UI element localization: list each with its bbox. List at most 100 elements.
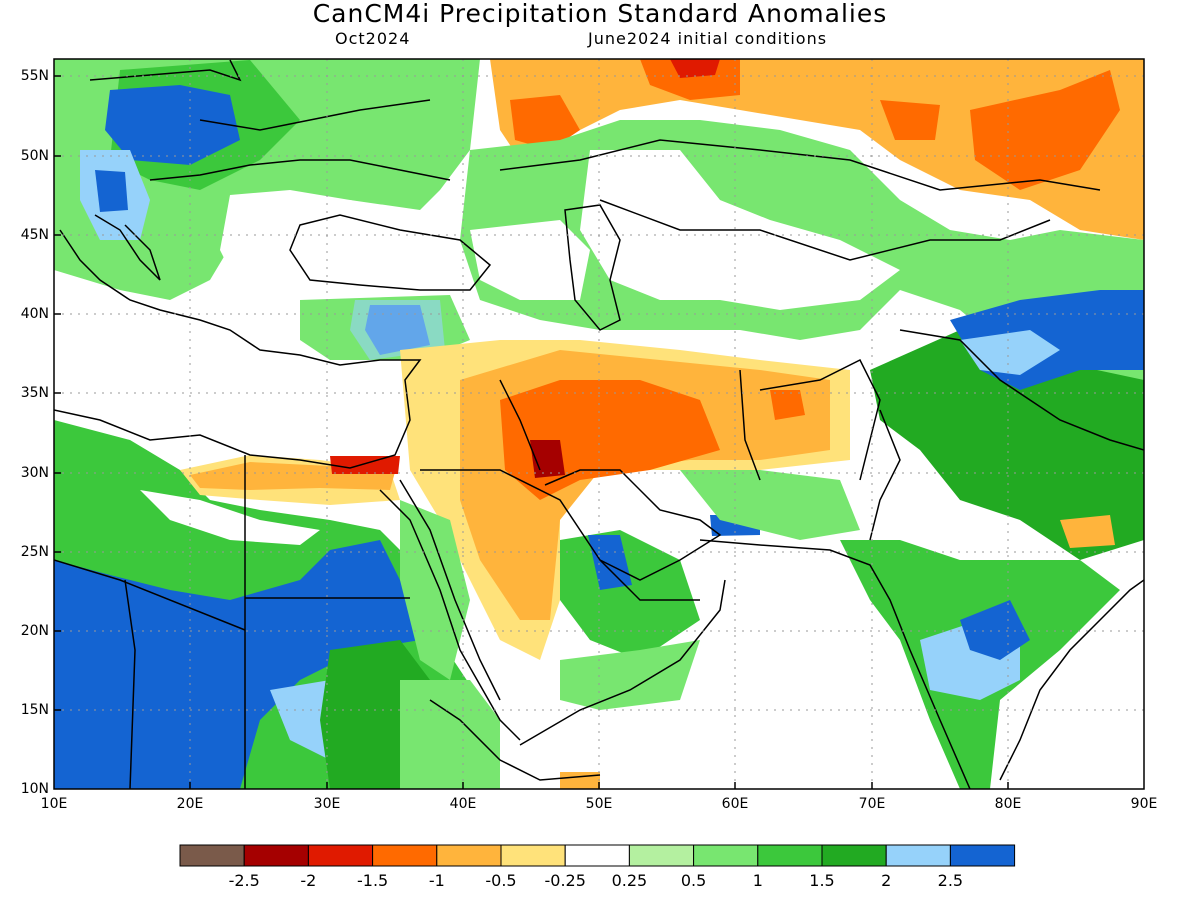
colorbar-swatch <box>949 844 1016 867</box>
lat-label: 20N <box>20 623 49 639</box>
colorbar-tick-label: -0.25 <box>544 871 586 890</box>
colorbar-tick-label: -1 <box>428 871 445 890</box>
egypt-red-patch <box>330 456 400 474</box>
lat-label: 50N <box>20 148 49 164</box>
arabian-sea-coast <box>699 539 971 789</box>
red-sea-east-coast <box>399 479 501 701</box>
initial-conditions: June2024 initial conditions <box>588 29 828 48</box>
border-chad <box>124 579 136 789</box>
lon-label: 50E <box>585 796 613 812</box>
africa-blue-region <box>54 540 420 789</box>
lon-label: 80E <box>994 796 1022 812</box>
anomaly-field <box>54 59 1144 789</box>
border-europe-1 <box>149 159 451 181</box>
afghan-darkorange <box>770 390 805 420</box>
pakistan-green <box>680 470 860 540</box>
colorbar-tick-label: 2.5 <box>937 871 964 890</box>
lon-label: 30E <box>313 796 341 812</box>
lat-label: 30N <box>20 465 49 481</box>
arabia-south-coast <box>519 579 726 746</box>
poland-blue-patch <box>105 85 240 165</box>
africa-white-gap <box>140 490 320 545</box>
lat-label: 10N <box>20 781 49 797</box>
border-iran-iraq <box>499 379 541 471</box>
lat-label: 35N <box>20 385 49 401</box>
lat-label: 55N <box>20 68 49 84</box>
gridlines <box>54 59 1144 789</box>
lat-label: 45N <box>20 227 49 243</box>
colorbar <box>179 844 1016 867</box>
africa-horn-coast <box>429 699 601 781</box>
colorbar-tick-label: 1.5 <box>809 871 835 890</box>
lon-label: 10E <box>40 796 68 812</box>
colorbar-swatch <box>307 844 374 867</box>
himalaya-green <box>870 330 1144 560</box>
border-china-india <box>899 329 1144 451</box>
russia-orange-region <box>490 59 1144 240</box>
colorbar-swatch <box>821 844 887 867</box>
valid-month: Oct2024 <box>335 29 411 48</box>
russia-darkorange-1 <box>510 95 580 150</box>
baltic-coast <box>89 59 242 82</box>
axis-ticks <box>54 75 1009 789</box>
coastlines-and-borders <box>54 59 1144 789</box>
adriatic-coast <box>94 214 161 281</box>
bengal-orange <box>1060 515 1115 548</box>
border-iran-afghan <box>739 369 761 481</box>
lon-label: 90E <box>1130 796 1158 812</box>
map-title: CanCM4i Precipitation Standard Anomalies <box>312 0 888 28</box>
lat-label: 15N <box>20 702 49 718</box>
colorbar-tick-label: -0.5 <box>485 871 517 890</box>
india-blue <box>960 600 1030 660</box>
horn-orange <box>560 772 600 789</box>
mediterranean-coast <box>54 229 422 469</box>
persian-gulf-coast <box>544 469 722 581</box>
russia-darkorange-4 <box>970 70 1120 190</box>
colorbar-swatch <box>693 844 759 867</box>
lon-label: 40E <box>449 796 477 812</box>
russia-darkorange-3 <box>880 100 940 140</box>
colorbar-tick-label: -2 <box>300 871 317 890</box>
colorbar-swatch <box>564 844 630 867</box>
border-kazakh <box>599 199 1051 261</box>
caspian-coast <box>564 204 621 331</box>
colorbar-tick-label: 2 <box>881 871 892 890</box>
bay-of-bengal-coast <box>999 579 1144 781</box>
colorbar-swatch <box>628 844 695 867</box>
border-india-pak <box>869 409 901 541</box>
lon-label: 20E <box>176 796 204 812</box>
alps-blue <box>95 170 128 212</box>
colorbar-tick-label: -2.5 <box>228 871 260 890</box>
anomaly-map <box>53 58 1145 790</box>
colorbar-tick-label: 0.25 <box>611 871 648 890</box>
colorbar-tick-label: -1.5 <box>356 871 389 890</box>
europe-white-region <box>220 190 480 300</box>
colorbar-swatch <box>372 844 438 867</box>
colorbar-swatch <box>757 844 823 867</box>
colorbar-swatch <box>885 844 951 867</box>
colorbar-tick-label: 0.5 <box>680 871 707 890</box>
russia-red-patch <box>670 59 720 78</box>
tibet-lightblue <box>960 330 1060 375</box>
border-libya <box>54 559 246 631</box>
lat-label: 40N <box>20 306 49 322</box>
lon-label: 60E <box>721 796 749 812</box>
black-sea-coast <box>289 214 492 291</box>
border-europe-2 <box>199 99 431 131</box>
red-sea-coast <box>379 489 521 741</box>
lat-label: 25N <box>20 544 49 560</box>
colorbar-tick-label: 1 <box>752 871 763 890</box>
lon-label: 70E <box>858 796 886 812</box>
border-saudi <box>420 469 700 601</box>
yemen-green <box>560 640 700 710</box>
colorbar-swatch <box>179 844 245 867</box>
border-afghan-pak <box>759 358 881 481</box>
red-sea-green <box>400 500 470 680</box>
caspian-white <box>470 220 590 300</box>
colorbar-swatch <box>436 844 502 867</box>
colorbar-swatch <box>243 844 309 867</box>
horn-green <box>400 680 500 789</box>
colorbar-swatch <box>500 844 566 867</box>
greece-lightblue <box>350 300 445 360</box>
border-russia-kaz <box>499 139 1101 191</box>
